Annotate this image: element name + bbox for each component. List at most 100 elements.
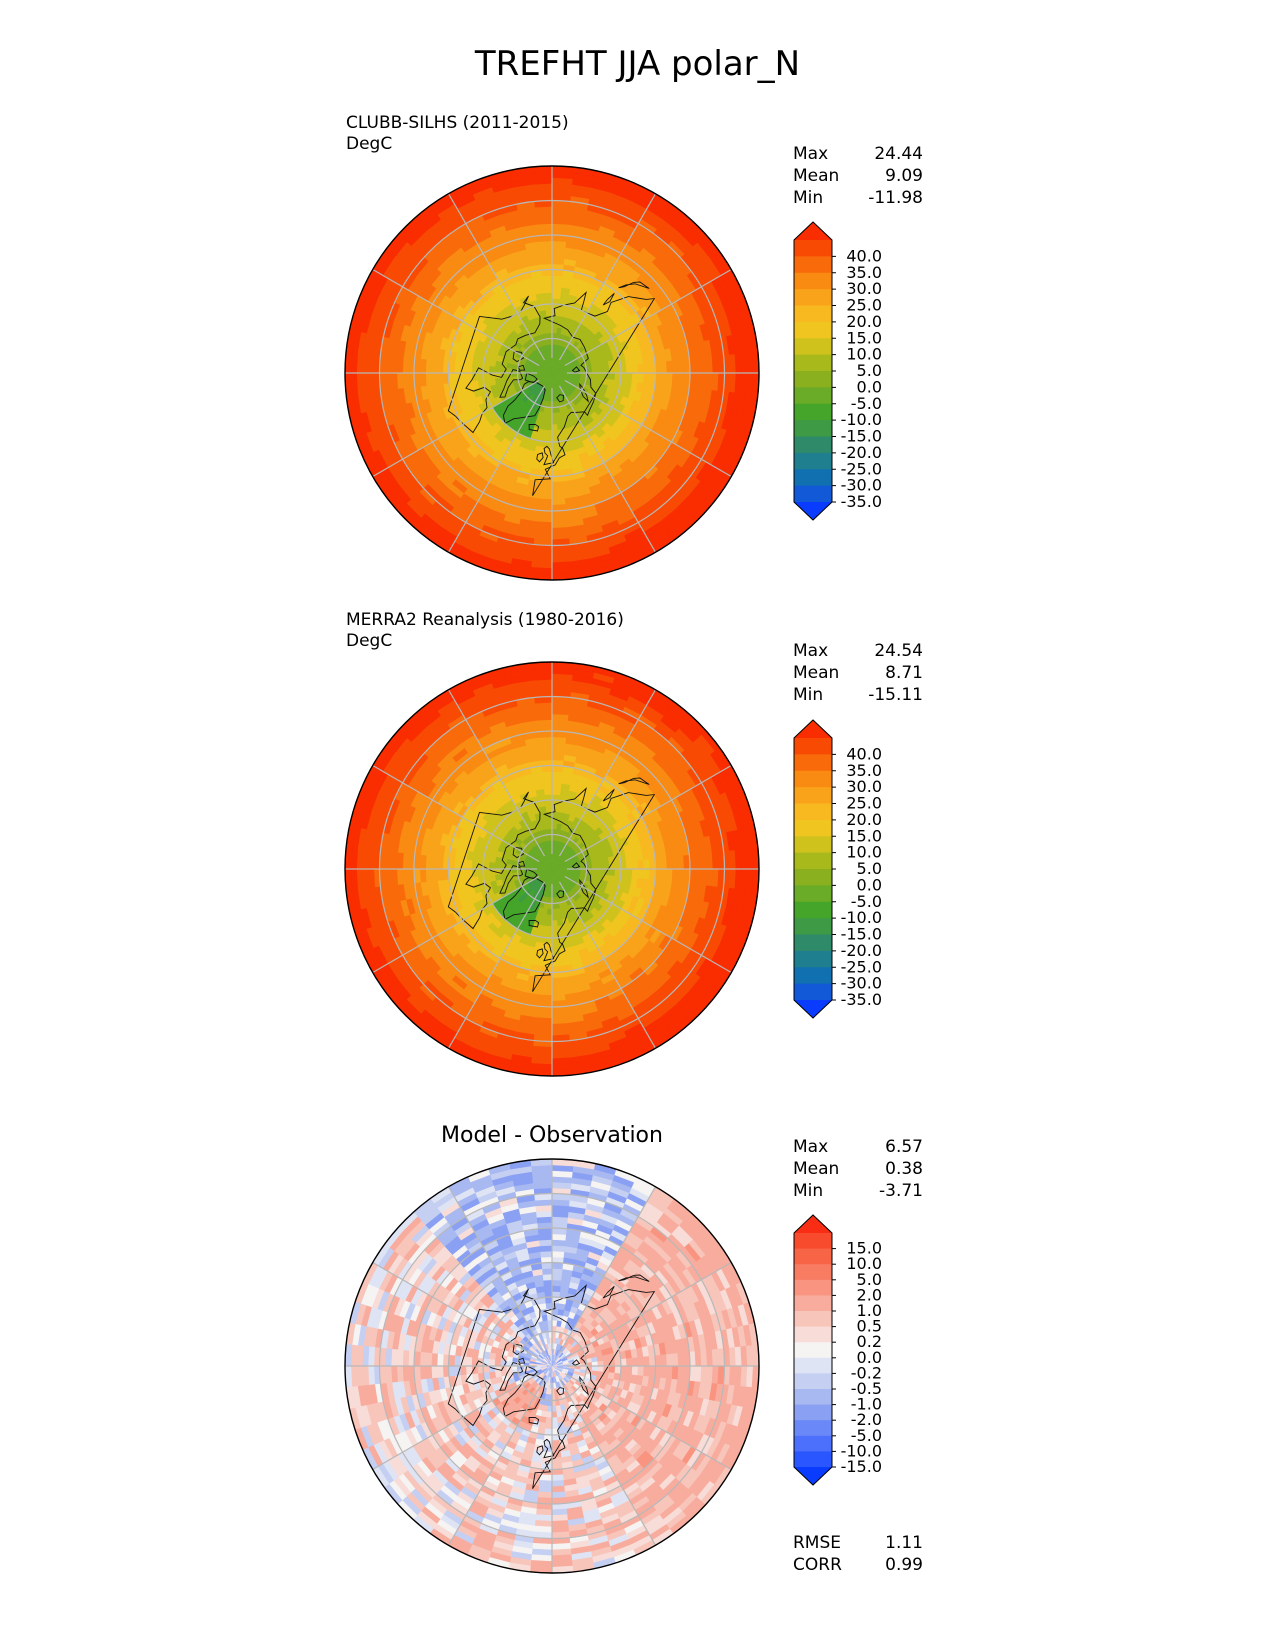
field-cell <box>541 464 553 472</box>
field-cell <box>551 914 558 922</box>
field-cell <box>482 372 490 381</box>
field-cell <box>494 366 501 374</box>
field-cell <box>551 332 557 340</box>
colorbar-tick-label: -35.0 <box>841 990 882 1009</box>
field-cell <box>453 858 461 870</box>
field-cell <box>546 914 553 922</box>
field-cell <box>546 412 553 420</box>
colorbar-tick-label: -10.0 <box>841 410 882 429</box>
field-cell <box>551 286 562 294</box>
field-cell <box>539 747 553 755</box>
field-cell <box>453 362 461 374</box>
field-cell <box>538 742 553 750</box>
colorbar-segment <box>794 869 832 886</box>
field-cell <box>637 868 645 879</box>
colorbar-segment <box>794 420 832 438</box>
field-cell <box>543 788 553 796</box>
colorbar-tick-label: -35.0 <box>841 492 882 511</box>
field-cell <box>643 858 651 870</box>
field-cell <box>614 372 622 381</box>
coastline <box>602 292 615 306</box>
stat-label: Max <box>793 1137 829 1157</box>
colorbar-segment <box>794 852 832 870</box>
field-cell <box>551 925 559 933</box>
field-cell <box>505 859 513 866</box>
longitude-gridline <box>447 193 546 361</box>
colorbar-segment <box>794 240 832 257</box>
field-cell <box>551 822 558 830</box>
colorbar-segment <box>794 803 832 821</box>
field-cell <box>543 292 553 300</box>
stat-max: 24.44 <box>874 144 923 164</box>
field-cell <box>430 856 438 870</box>
colorbar-tick-label: -5.0 <box>851 394 882 413</box>
field-cell <box>625 868 633 878</box>
stat-max: 6.57 <box>885 1137 923 1157</box>
stat-label: Min <box>793 685 824 705</box>
field-cell <box>551 770 563 778</box>
colorbar-segment <box>794 305 832 323</box>
stat-max: 24.54 <box>874 641 923 661</box>
field-cell <box>551 166 574 174</box>
field-cell <box>551 988 566 996</box>
stat-label: Min <box>793 1181 824 1201</box>
field-cell <box>614 868 622 877</box>
field-cell <box>551 240 567 248</box>
coastline <box>536 452 544 463</box>
panel-1-units: DegC <box>346 134 393 154</box>
colorbar-segment <box>794 934 832 952</box>
field-cell <box>541 770 553 778</box>
field-cell <box>494 862 501 870</box>
colorbar-extend-bottom <box>794 1000 832 1018</box>
field-cell <box>551 753 565 761</box>
field-cell <box>425 868 433 883</box>
stat-label: Max <box>793 144 829 164</box>
colorbar-extend-top <box>794 222 832 240</box>
field-cell <box>551 257 565 265</box>
panel-2-title-name: MERRA2 Reanalysis (1980-2016) <box>346 610 624 630</box>
field-cell <box>545 429 553 437</box>
colorbar-tick-label: -30.0 <box>841 476 882 495</box>
colorbar-segment <box>794 321 832 339</box>
field-cell <box>551 742 566 750</box>
field-cell <box>459 868 467 879</box>
coastline <box>502 381 546 425</box>
field <box>345 166 759 580</box>
colorbar-segment <box>794 950 832 968</box>
field-cell <box>551 418 558 426</box>
field-cell <box>591 372 599 379</box>
coastline <box>517 364 526 371</box>
field-cell <box>465 859 473 870</box>
field-cell <box>631 868 639 879</box>
field-cell <box>551 251 565 259</box>
colorbar-segment <box>794 738 832 755</box>
field-cell <box>614 861 622 870</box>
field-cell <box>551 326 558 334</box>
field-cell <box>436 856 444 870</box>
field-cell <box>546 418 553 426</box>
colorbar-segment <box>794 885 832 903</box>
field-cell <box>555 822 562 830</box>
colorbar-segment <box>794 256 832 274</box>
field-cell <box>436 360 444 374</box>
field-cell <box>539 251 553 259</box>
longitude-gridline <box>558 193 657 361</box>
map-boundary <box>344 165 760 581</box>
field-cell <box>430 868 438 882</box>
field-cell <box>425 359 433 374</box>
field-cell <box>542 286 553 294</box>
field-cell <box>436 868 444 882</box>
coastline <box>528 423 540 432</box>
colorbar-segment <box>794 787 832 805</box>
field-cell <box>551 977 565 985</box>
field-cell <box>345 351 353 374</box>
colorbar-segment <box>794 338 832 356</box>
coastline <box>447 295 541 434</box>
panel-2-stats: Max 24.54 Mean 8.71 Min -15.11 <box>793 640 923 706</box>
field-cell <box>544 799 553 807</box>
colorbar-segment <box>794 354 832 372</box>
panel-1-title: CLUBB-SILHS (2011-2015) DegC <box>346 113 569 155</box>
panel-1-stats: Max 24.44 Mean 9.09 Min -11.98 <box>793 143 923 209</box>
field-cell <box>545 805 553 813</box>
field-cell <box>551 292 561 300</box>
